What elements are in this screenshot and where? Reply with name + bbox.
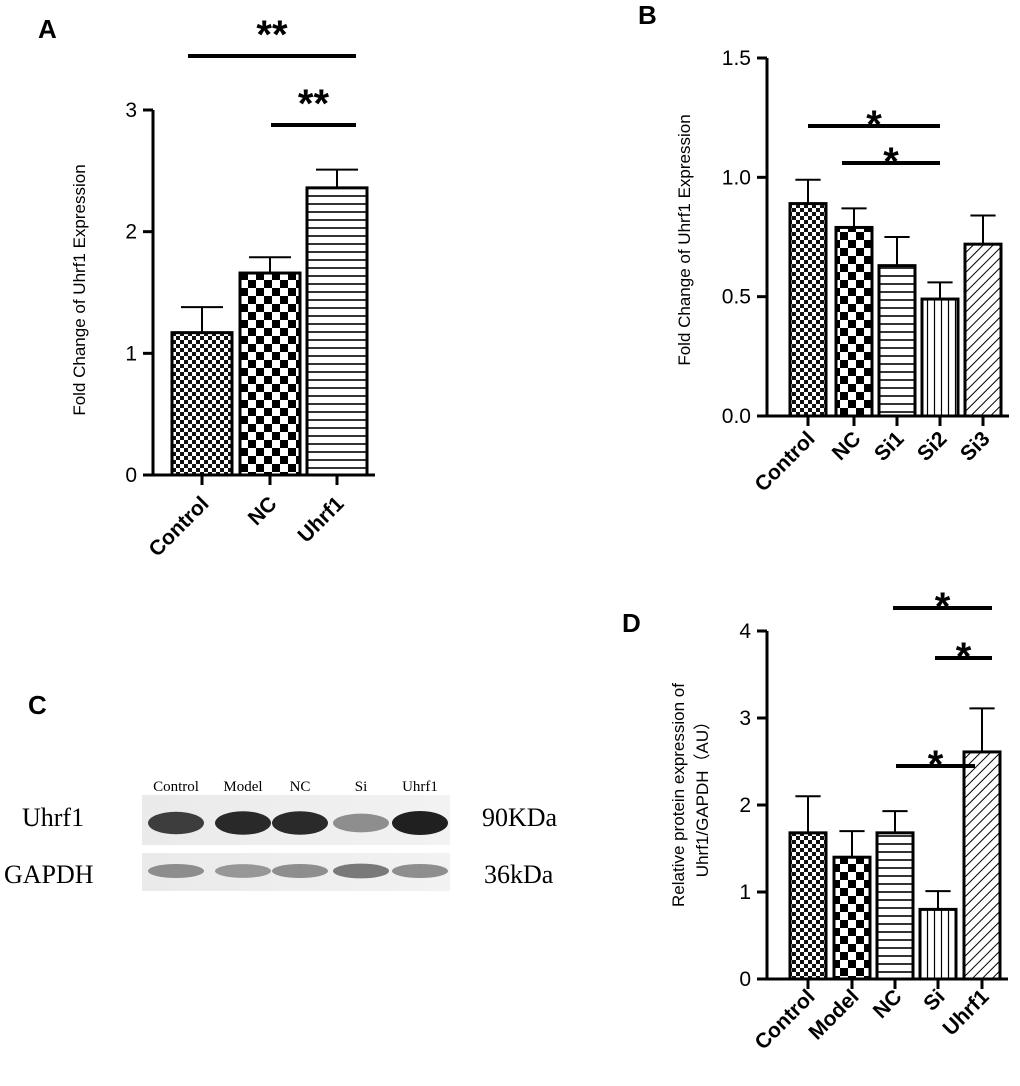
blot-band-uhrf1 [272,811,328,835]
chart-b-bar [834,225,874,418]
chart-d-significance-label: * [928,743,944,787]
chart-d-bar [918,907,958,981]
blot-band-gapdh [215,864,271,878]
blot-lane-label: NC [290,779,311,795]
chart-a-category-label: NC [244,492,282,530]
chart-a-bar [170,331,234,477]
chart-a-y-tick-label: 1 [125,342,137,365]
chart-d-bar [962,750,1002,981]
chart-b-y-tick-label: 0.5 [722,286,751,309]
chart-b-significance-label: * [883,140,899,184]
chart-b-y-tick-label: 1.0 [722,166,751,189]
chart-a-category-label: Uhrf1 [293,492,348,547]
chart-d-category-label: Si [919,985,949,1015]
chart-b-bar [963,242,1003,418]
chart-b-category-label: Control [750,427,819,496]
blot-lane-label: Uhrf1 [402,779,438,795]
blot-band-uhrf1 [392,811,448,835]
chart-b-bar [877,264,917,418]
chart-a-y-tick-label: 2 [125,221,137,244]
blot-row-label-uhrf1: Uhrf1 [22,803,84,832]
chart-b-category-label: Si3 [956,427,995,466]
chart-d-ylabel-line1: Relative protein expression of [669,683,688,907]
blot-band-gapdh [148,863,204,879]
blot-band-gapdh [392,863,448,879]
chart-a-significance-label: ** [256,13,288,57]
chart-d-y-tick-label: 3 [739,707,751,730]
chart-a-y-tick-label: 0 [125,464,137,487]
blot-lane-label: Control [153,779,199,795]
chart-a-category-label: Control [144,492,213,561]
blot-band-gapdh [272,863,328,879]
chart-b: 0.0 0.5 1.0 1.5 Control NC Si1 Si2 Si3 ** [722,47,1009,496]
chart-b-significance-label: * [866,103,882,147]
chart-d-ylabel-line2: Uhrf1/GAPDH（AU） [693,713,712,877]
panel-letter-d: D [622,608,641,638]
chart-a-significance-label: ** [298,82,330,126]
chart-d-bar [788,831,828,981]
blot-band-uhrf1 [148,811,204,835]
chart-a-bar [305,186,369,477]
chart-d-y-tick-label: 1 [739,881,751,904]
blot-band-gapdh [333,863,389,879]
panel-letter-b: B [638,0,657,30]
blot-lane-label: Model [223,779,262,795]
chart-d-y-tick-label: 4 [739,620,751,643]
chart-a: 0 1 2 3 Control NC Uhrf1 **** [125,13,375,561]
chart-d-bar [832,855,872,981]
chart-d-category-label: Model [804,985,863,1044]
chart-b-bar [788,202,828,418]
chart-b-category-label: NC [828,427,866,465]
chart-d-category-label: NC [869,985,907,1023]
chart-d-significance-label: * [935,585,951,629]
chart-d-y-tick-label: 0 [739,968,751,991]
blot-row-label-gapdh: GAPDH [4,860,94,889]
chart-b-ylabel: Fold Change of Uhrf1 Expression [675,114,694,365]
blot-band-uhrf1 [215,811,271,835]
blot-size-label-uhrf1: 90KDa [482,803,558,832]
chart-b-bar [920,297,960,418]
blot-size-label-gapdh: 36kDa [484,860,554,889]
chart-a-y-tick-label: 3 [125,99,137,122]
panel-letter-c: C [28,690,47,720]
blot-band-uhrf1 [333,813,389,833]
chart-d-bar [875,831,915,981]
chart-d-category-label: Control [750,985,819,1054]
chart-b-category-label: Si1 [870,427,909,466]
panel-letter-a: A [38,14,57,44]
chart-a-ylabel: Fold Change of Uhrf1 Expression [70,164,89,415]
chart-b-y-tick-label: 1.5 [722,47,751,70]
blot-lane-label: Si [355,779,368,795]
chart-d-significance-label: * [956,635,972,679]
chart-d-category-label: Uhrf1 [938,985,993,1040]
chart-b-y-tick-label: 0.0 [722,405,751,428]
chart-d-y-tick-label: 2 [739,794,751,817]
western-blot: Uhrf1 GAPDH 90KDa 36kDa Control Model NC Si… [4,779,558,891]
chart-b-category-label: Si2 [913,427,952,466]
chart-a-bar [238,271,302,477]
